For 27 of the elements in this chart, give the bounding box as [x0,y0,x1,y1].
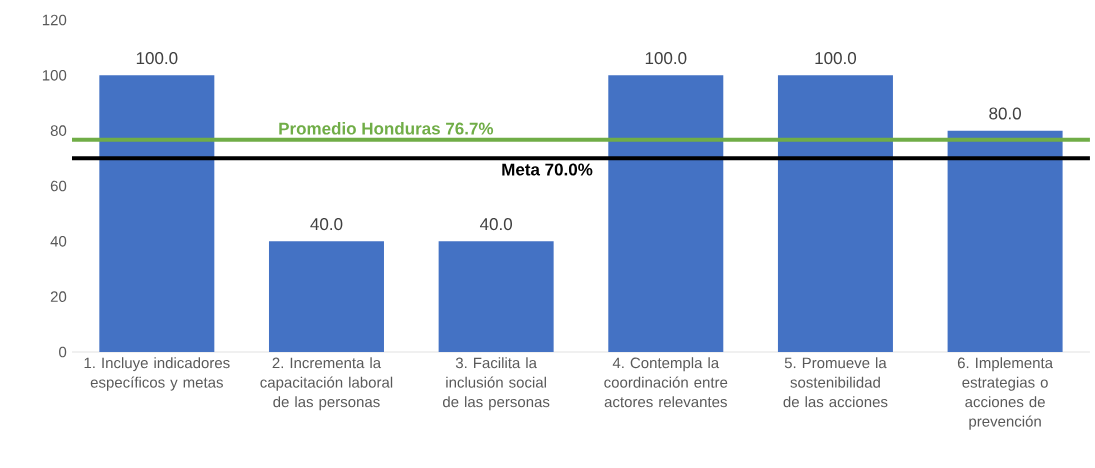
bar [99,75,215,352]
data-label: 80.0 [989,107,1021,120]
y-tick-label: 100 [42,70,67,81]
bar [438,241,554,352]
data-label: 100.0 [645,52,687,65]
y-tick-label: 120 [42,14,67,26]
x-tick-label: 5. Promueve la sostenibilidad de las acciones [783,357,888,408]
bar [268,241,384,352]
data-label: 100.0 [815,52,857,65]
data-label: 100.0 [136,52,178,65]
bar [947,130,1063,352]
y-tick-label: 40 [50,236,67,247]
y-tick-label: 20 [50,291,67,302]
bar [608,75,724,352]
data-label: 40.0 [310,218,343,231]
x-tick-label: 4. Contempla la coordinación entre actores relevantes [604,357,728,408]
data-label: 40.0 [479,218,513,231]
y-tick-label: 60 [50,180,67,192]
ref-line-label: Meta 70.0% [502,163,593,176]
x-tick-label: 1. Incluye indicadores específicos y metas [84,357,230,391]
x-tick-label: 6. Implementa estrategias o acciones de prevención [957,357,1054,430]
bar [777,75,893,352]
x-tick-label: 2. Incrementa la capacitación laboral de las personas [260,357,393,411]
ref-line-label: Promedio Honduras 76.7% [279,122,494,135]
x-tick-label: 3. Facilita la inclusión social de las personas [442,357,550,411]
y-tick-label: 80 [50,125,67,136]
y-tick-label: 0 [59,346,67,358]
